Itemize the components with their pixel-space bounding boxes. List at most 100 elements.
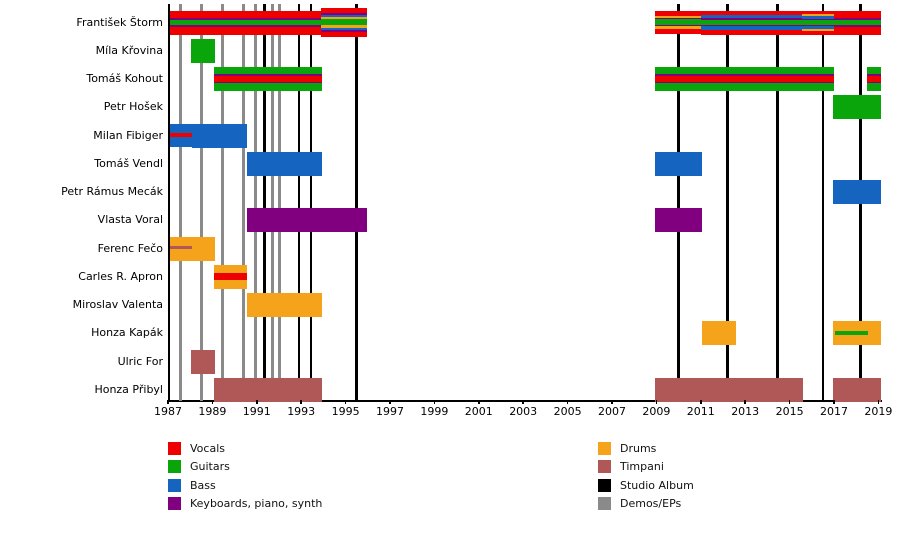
role-stripe-vocals bbox=[700, 29, 802, 35]
legend-label: Studio Album bbox=[620, 478, 694, 492]
legend-label: Timpani bbox=[620, 460, 664, 474]
member-bar bbox=[170, 10, 322, 35]
x-axis-tick-label: 2009 bbox=[642, 405, 671, 418]
member-name: Ferenc Fečo bbox=[97, 241, 163, 255]
release-line-album bbox=[821, 4, 825, 401]
x-axis-tick bbox=[211, 400, 214, 404]
role-stripe-guitars bbox=[655, 19, 701, 26]
member-bar bbox=[213, 377, 323, 402]
role-stripe-drums bbox=[801, 28, 834, 31]
role-stripe-guitars bbox=[213, 83, 323, 91]
role-stripe-drums bbox=[192, 236, 215, 261]
role-stripe-guitars bbox=[832, 95, 881, 120]
x-axis-tick bbox=[566, 400, 569, 404]
x-axis-tick bbox=[300, 400, 302, 404]
x-axis-tick bbox=[522, 400, 524, 404]
member-bar bbox=[655, 67, 834, 91]
x-axis-tick bbox=[877, 400, 880, 404]
legend-label: Keyboards, piano, synth bbox=[190, 496, 323, 510]
member-bar bbox=[191, 38, 215, 63]
release-line-album bbox=[309, 4, 313, 401]
legend-label: Vocals bbox=[190, 442, 225, 455]
release-line-album bbox=[677, 4, 680, 401]
role-stripe-vocals bbox=[700, 10, 802, 15]
x-axis-tick-label: 2017 bbox=[820, 405, 848, 418]
role-stripe-guitars bbox=[867, 83, 881, 91]
role-stripe-keys bbox=[655, 18, 701, 20]
role-stripe-keys bbox=[321, 29, 367, 32]
role-stripe-vocals bbox=[170, 10, 322, 18]
role-stripe-guitars bbox=[834, 19, 881, 25]
release-line-album bbox=[263, 4, 266, 401]
member-name: Míla Křovina bbox=[95, 43, 163, 57]
role-stripe-drums bbox=[832, 321, 836, 346]
member-bar bbox=[832, 377, 881, 402]
legend-swatch-bass bbox=[168, 478, 181, 492]
member-bar bbox=[192, 236, 215, 261]
role-stripe-keys bbox=[170, 17, 322, 20]
role-stripe-keys bbox=[655, 25, 701, 27]
role-stripe-drums bbox=[835, 321, 869, 331]
role-stripe-vocals bbox=[834, 26, 881, 35]
member-bar bbox=[192, 123, 247, 148]
x-axis-tick-label: 1993 bbox=[287, 405, 316, 418]
role-stripe-vocals bbox=[867, 75, 881, 82]
release-line-album bbox=[297, 4, 301, 401]
role-stripe-drums bbox=[868, 321, 881, 346]
role-stripe-vocals bbox=[213, 75, 323, 82]
release-line-demo bbox=[270, 4, 274, 401]
role-stripe-bass bbox=[170, 123, 193, 134]
member-bar bbox=[832, 95, 881, 120]
member-bar bbox=[868, 321, 881, 346]
y-axis-spine bbox=[167, 4, 170, 401]
role-stripe-drums bbox=[321, 17, 367, 20]
x-axis-tick bbox=[344, 400, 347, 404]
member-bar bbox=[867, 67, 881, 91]
role-stripe-guitars bbox=[700, 19, 802, 25]
x-axis-tick bbox=[167, 400, 169, 404]
x-axis-tick-label: 1999 bbox=[420, 405, 449, 418]
member-bar bbox=[701, 321, 737, 346]
role-stripe-guitars bbox=[835, 330, 869, 335]
role-stripe-keys bbox=[655, 74, 834, 76]
x-axis-tick-label: 2019 bbox=[864, 405, 893, 418]
member-name: Vlasta Voral bbox=[97, 213, 163, 227]
role-stripe-drums bbox=[213, 264, 247, 274]
role-stripe-bass bbox=[321, 14, 367, 18]
member-bar bbox=[655, 377, 803, 402]
release-line-album bbox=[355, 4, 358, 401]
legend-swatch-keys bbox=[168, 496, 181, 510]
x-axis-tick bbox=[788, 400, 791, 404]
x-axis-tick-label: 2015 bbox=[775, 405, 804, 418]
role-stripe-bass bbox=[801, 25, 834, 29]
release-line-album bbox=[776, 4, 779, 401]
role-stripe-guitars bbox=[191, 38, 215, 63]
role-stripe-bass bbox=[700, 26, 802, 30]
x-axis-tick-label: 1989 bbox=[198, 405, 227, 418]
x-axis-tick-label: 2003 bbox=[509, 405, 538, 418]
role-stripe-keys bbox=[655, 208, 702, 233]
release-line-demo bbox=[178, 4, 182, 401]
member-name: Ulric For bbox=[117, 354, 163, 368]
x-axis-tick bbox=[700, 400, 702, 404]
x-axis-tick-label: 2011 bbox=[686, 405, 715, 418]
x-axis-tick bbox=[744, 400, 746, 404]
role-stripe-vocals bbox=[801, 10, 834, 14]
role-stripe-guitars bbox=[801, 19, 834, 25]
member-bar bbox=[246, 293, 323, 317]
legend-label: Drums bbox=[620, 442, 657, 455]
legend-swatch-drums bbox=[598, 442, 611, 455]
role-stripe-guitars bbox=[867, 67, 881, 75]
release-line-demo bbox=[241, 4, 245, 401]
x-axis-tick-label: 2013 bbox=[731, 405, 760, 418]
member-bar bbox=[213, 264, 247, 289]
x-axis-tick-label: 1991 bbox=[242, 405, 271, 418]
role-stripe-keys bbox=[213, 74, 323, 76]
member-bar bbox=[834, 10, 881, 35]
role-stripe-guitars bbox=[655, 83, 834, 91]
x-axis-tick bbox=[611, 400, 613, 404]
role-stripe-drums bbox=[246, 293, 323, 317]
member-bar bbox=[246, 151, 323, 176]
